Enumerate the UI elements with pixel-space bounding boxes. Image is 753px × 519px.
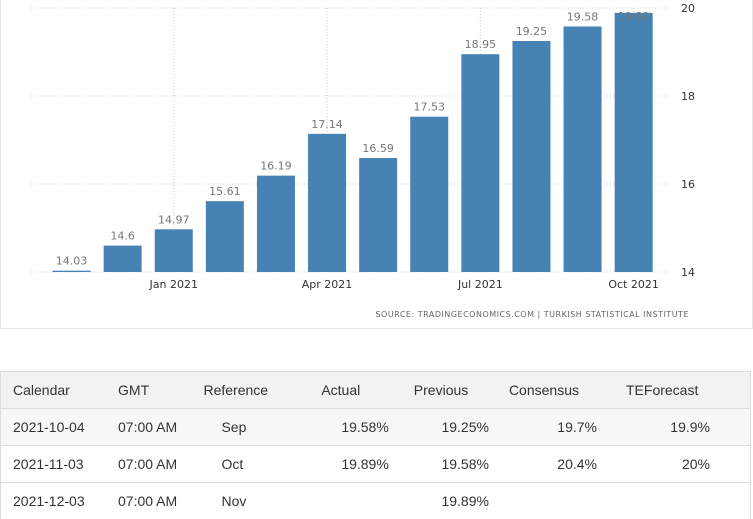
table-cell: 19.89% — [293, 446, 388, 483]
value-label: 14.03 — [56, 255, 88, 268]
bar — [155, 229, 193, 272]
value-label: 19.58 — [567, 10, 599, 23]
y-tick-label: 14 — [681, 266, 695, 279]
bar — [257, 176, 295, 272]
chart: 14 16 18 20 14.03 14.6 Jan 2021 14.97 15.61 16.19… — [1, 0, 752, 328]
table-cell: 07:00 AM — [106, 409, 191, 446]
y-tick-label: 18 — [681, 90, 695, 103]
table-cell: Consensus — [489, 372, 597, 409]
x-tick-label: Jan 2021 — [149, 278, 198, 291]
bar — [461, 54, 499, 272]
table-cell: 19.7% — [489, 409, 597, 446]
value-label: 14.6 — [110, 230, 135, 243]
table-cell: GMT — [106, 372, 191, 409]
value-label: 17.14 — [311, 118, 343, 131]
table-cell: 2021-11-03 — [1, 446, 107, 483]
value-label: 19.89 — [618, 10, 650, 23]
y-tick-label: 16 — [681, 178, 695, 191]
x-tick-label: Jul 2021 — [457, 278, 503, 291]
value-label: 17.53 — [414, 101, 446, 114]
bar — [53, 271, 91, 272]
table-cell: 19.58% — [293, 409, 388, 446]
table-cell: 20% — [597, 446, 751, 483]
bar — [308, 134, 346, 272]
table-cell: 07:00 AM — [106, 446, 191, 483]
table-cell: Actual — [293, 372, 388, 409]
table-cell: 20.4% — [489, 446, 597, 483]
table-cell: Reference — [191, 372, 293, 409]
bar — [615, 13, 653, 272]
table-cell — [293, 483, 388, 519]
table-cell: Calendar — [1, 372, 107, 409]
table-cell: 2021-10-04 — [1, 409, 107, 446]
value-label: 18.95 — [465, 38, 497, 51]
table-cell: Sep — [191, 409, 293, 446]
table-cell: Oct — [191, 446, 293, 483]
table-cell: 07:00 AM — [106, 483, 191, 519]
x-tick-label: Apr 2021 — [302, 278, 353, 291]
value-label: 16.19 — [260, 160, 292, 173]
y-tick-label: 20 — [681, 2, 695, 15]
table-cell: 19.58% — [389, 446, 489, 483]
source: SOURCE: TRADINGECONOMICS.COM | TURKISH S… — [375, 310, 689, 319]
table-cell: TEForecast — [597, 372, 751, 409]
value-label: 19.25 — [516, 25, 548, 38]
table-cell — [489, 483, 597, 519]
bar — [104, 246, 142, 272]
bar — [410, 117, 448, 272]
value-label: 14.97 — [158, 213, 190, 226]
x-tick-label: Oct 2021 — [608, 278, 659, 291]
bar — [564, 26, 602, 272]
table-cell: Nov — [191, 483, 293, 519]
value-label: 15.61 — [209, 185, 241, 198]
bar — [359, 158, 397, 272]
table-cell: 2021-12-03 — [1, 483, 107, 519]
chart-container: 14 16 18 20 14.03 14.6 Jan 2021 14.97 15.61 16.19… — [0, 0, 753, 329]
table-cell: 19.9% — [597, 409, 751, 446]
table-cell: 19.89% — [389, 483, 489, 519]
value-label: 16.59 — [362, 142, 394, 155]
bar — [206, 201, 244, 272]
bar — [512, 41, 550, 272]
table-cell — [597, 483, 751, 519]
table-cell: Previous — [389, 372, 489, 409]
table-cell: 19.25% — [389, 409, 489, 446]
